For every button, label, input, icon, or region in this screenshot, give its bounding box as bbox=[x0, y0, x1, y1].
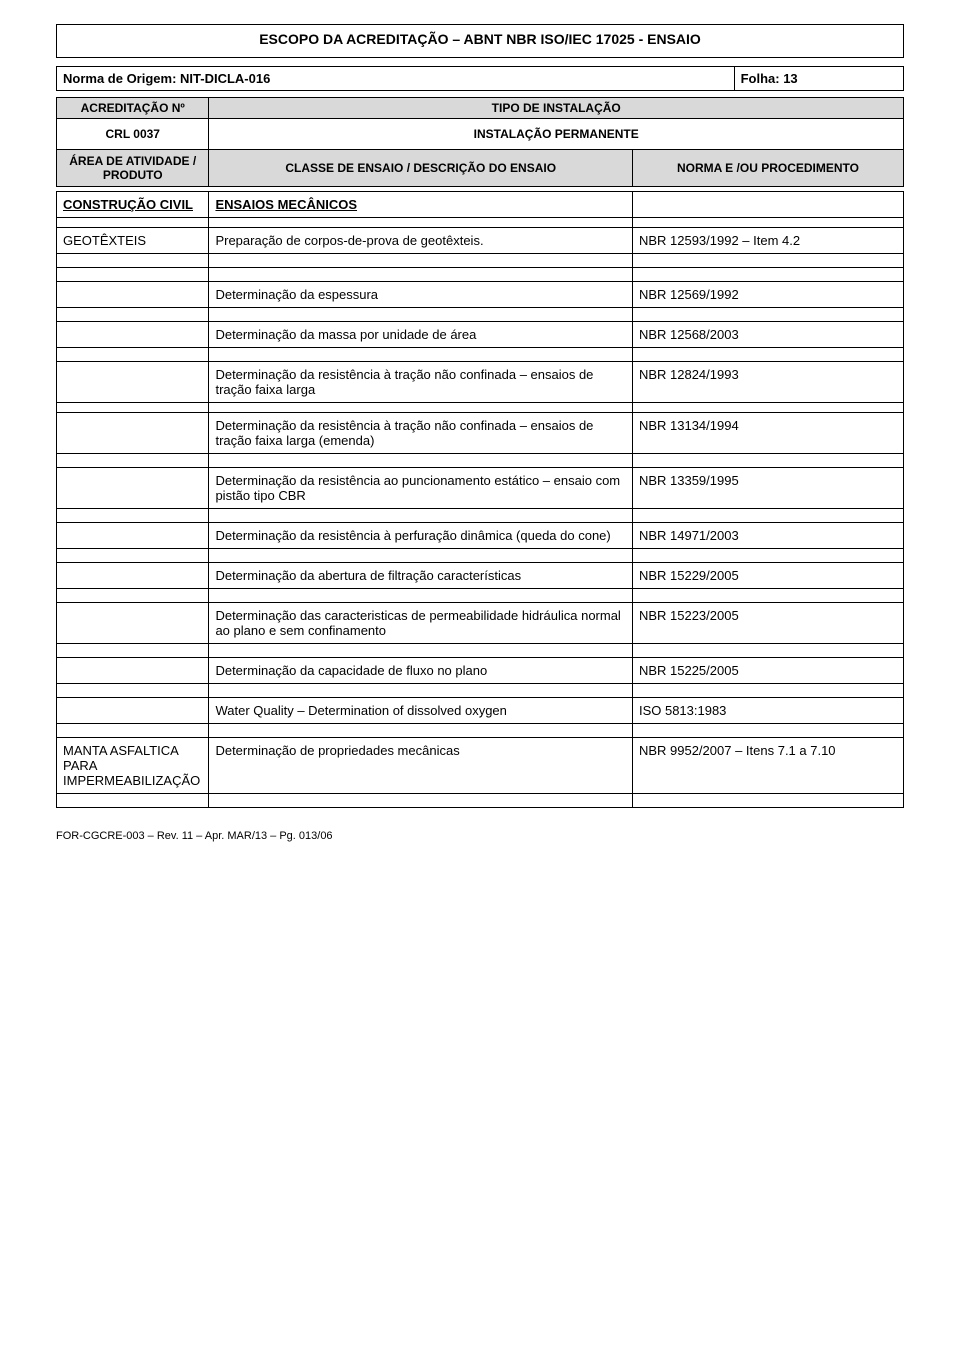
col-area: ÁREA DE ATIVIDADE / PRODUTO bbox=[57, 150, 209, 187]
cell-classe: Determinação da massa por unidade de áre… bbox=[209, 322, 633, 348]
spacer bbox=[57, 454, 904, 468]
cell-area bbox=[57, 322, 209, 348]
cell-classe: Preparação de corpos-de-prova de geotêxt… bbox=[209, 228, 633, 254]
table-row: Determinação das caracteristicas de perm… bbox=[57, 603, 904, 644]
acred-label: ACREDITAÇÃO Nº bbox=[57, 98, 209, 119]
cell-area bbox=[57, 658, 209, 684]
spacer bbox=[57, 794, 904, 808]
cell-norma: NBR 14971/2003 bbox=[632, 523, 903, 549]
meta-folha: Folha: 13 bbox=[734, 67, 903, 91]
title-box: ESCOPO DA ACREDITAÇÃO – ABNT NBR ISO/IEC… bbox=[56, 24, 904, 58]
col-classe: CLASSE DE ENSAIO / DESCRIÇÃO DO ENSAIO bbox=[209, 150, 633, 187]
cell-norma: NBR 15225/2005 bbox=[632, 658, 903, 684]
spacer bbox=[57, 644, 904, 658]
column-headers: ÁREA DE ATIVIDADE / PRODUTO CLASSE DE EN… bbox=[57, 150, 904, 187]
col-norma: NORMA E /OU PROCEDIMENTO bbox=[632, 150, 903, 187]
header-row-values: CRL 0037 INSTALAÇÃO PERMANENTE bbox=[57, 119, 904, 150]
footer: FOR-CGCRE-003 – Rev. 11 – Apr. MAR/13 – … bbox=[56, 830, 904, 842]
spacer bbox=[57, 589, 904, 603]
cell-classe: Determinação da resistência à perfuração… bbox=[209, 523, 633, 549]
spacer bbox=[57, 254, 904, 268]
cell-area bbox=[57, 413, 209, 454]
cell-area bbox=[57, 362, 209, 403]
tipo-label: TIPO DE INSTALAÇÃO bbox=[209, 98, 904, 119]
table-row: Water Quality – Determination of dissolv… bbox=[57, 698, 904, 724]
header-row-labels: ACREDITAÇÃO Nº TIPO DE INSTALAÇÃO bbox=[57, 98, 904, 119]
cell-classe: Determinação das caracteristicas de perm… bbox=[209, 603, 633, 644]
spacer bbox=[57, 218, 904, 228]
cell-norma: NBR 12568/2003 bbox=[632, 322, 903, 348]
cell-norma: NBR 13359/1995 bbox=[632, 468, 903, 509]
cell-classe: Determinação da abertura de filtração ca… bbox=[209, 563, 633, 589]
cell-norma: NBR 15229/2005 bbox=[632, 563, 903, 589]
main-table: CONSTRUÇÃO CIVIL ENSAIOS MECÂNICOS GEOTÊ… bbox=[56, 191, 904, 808]
header-grid: ACREDITAÇÃO Nº TIPO DE INSTALAÇÃO CRL 00… bbox=[56, 97, 904, 187]
spacer bbox=[57, 509, 904, 523]
cell-norma: NBR 12824/1993 bbox=[632, 362, 903, 403]
cell-classe: Determinação da espessura bbox=[209, 282, 633, 308]
spacer bbox=[57, 549, 904, 563]
cell-area: MANTA ASFALTICA PARA IMPERMEABILIZAÇÃO bbox=[57, 738, 209, 794]
table-row: MANTA ASFALTICA PARA IMPERMEABILIZAÇÃO D… bbox=[57, 738, 904, 794]
cell-area bbox=[57, 603, 209, 644]
crl-value: CRL 0037 bbox=[57, 119, 209, 150]
cell-area: GEOTÊXTEIS bbox=[57, 228, 209, 254]
cell-classe: Determinação da capacidade de fluxo no p… bbox=[209, 658, 633, 684]
cell-classe: Water Quality – Determination of dissolv… bbox=[209, 698, 633, 724]
spacer bbox=[57, 308, 904, 322]
page: ESCOPO DA ACREDITAÇÃO – ABNT NBR ISO/IEC… bbox=[0, 0, 960, 862]
spacer bbox=[57, 268, 904, 282]
spacer bbox=[57, 684, 904, 698]
table-row: GEOTÊXTEIS Preparação de corpos-de-prova… bbox=[57, 228, 904, 254]
spacer bbox=[57, 403, 904, 413]
cell-classe: Determinação da resistência ao puncionam… bbox=[209, 468, 633, 509]
cell-area bbox=[57, 563, 209, 589]
table-row: Determinação da resistência à perfuração… bbox=[57, 523, 904, 549]
cell-norma: NBR 13134/1994 bbox=[632, 413, 903, 454]
cell-area: CONSTRUÇÃO CIVIL bbox=[63, 197, 193, 212]
cell-norma: NBR 12569/1992 bbox=[632, 282, 903, 308]
table-row: Determinação da resistência à tração não… bbox=[57, 362, 904, 403]
table-row: Determinação da resistência ao puncionam… bbox=[57, 468, 904, 509]
cell-classe: Determinação de propriedades mecânicas bbox=[209, 738, 633, 794]
spacer bbox=[57, 348, 904, 362]
meta-table: Norma de Origem: NIT-DICLA-016 Folha: 13 bbox=[56, 66, 904, 91]
table-row: CONSTRUÇÃO CIVIL ENSAIOS MECÂNICOS bbox=[57, 192, 904, 218]
spacer bbox=[57, 724, 904, 738]
meta-row: Norma de Origem: NIT-DICLA-016 Folha: 13 bbox=[57, 67, 904, 91]
cell-classe: ENSAIOS MECÂNICOS bbox=[215, 197, 357, 212]
doc-title: ESCOPO DA ACREDITAÇÃO – ABNT NBR ISO/IEC… bbox=[57, 31, 903, 47]
cell-norma: NBR 9952/2007 – Itens 7.1 a 7.10 bbox=[632, 738, 903, 794]
cell-area bbox=[57, 698, 209, 724]
cell-area bbox=[57, 468, 209, 509]
cell-norma: NBR 12593/1992 – Item 4.2 bbox=[632, 228, 903, 254]
meta-origin: Norma de Origem: NIT-DICLA-016 bbox=[57, 67, 735, 91]
cell-norma: NBR 15223/2005 bbox=[632, 603, 903, 644]
instal-value: INSTALAÇÃO PERMANENTE bbox=[209, 119, 904, 150]
cell-area bbox=[57, 282, 209, 308]
table-row: Determinação da espessura NBR 12569/1992 bbox=[57, 282, 904, 308]
cell-classe: Determinação da resistência à tração não… bbox=[209, 362, 633, 403]
cell-area bbox=[57, 523, 209, 549]
table-row: Determinação da massa por unidade de áre… bbox=[57, 322, 904, 348]
table-row: Determinação da abertura de filtração ca… bbox=[57, 563, 904, 589]
cell-classe: Determinação da resistência à tração não… bbox=[209, 413, 633, 454]
cell-norma bbox=[632, 192, 903, 218]
table-row: Determinação da resistência à tração não… bbox=[57, 413, 904, 454]
cell-norma: ISO 5813:1983 bbox=[632, 698, 903, 724]
table-row: Determinação da capacidade de fluxo no p… bbox=[57, 658, 904, 684]
